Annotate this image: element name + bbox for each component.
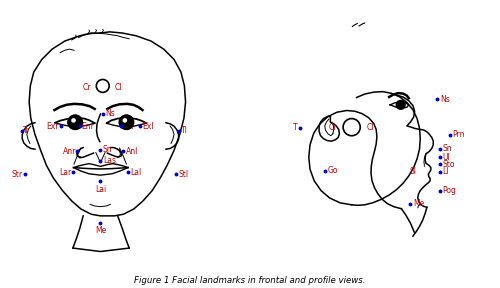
Text: Figure 1 Facial landmarks in frontal and profile views.: Figure 1 Facial landmarks in frontal and… xyxy=(134,276,366,285)
Text: Tl: Tl xyxy=(181,126,188,135)
Text: Cl: Cl xyxy=(114,83,122,92)
Text: Str: Str xyxy=(11,170,22,179)
Text: Ul: Ul xyxy=(442,153,450,162)
Text: Me: Me xyxy=(413,199,424,208)
Text: Lal: Lal xyxy=(130,168,141,177)
Text: Enr: Enr xyxy=(81,122,94,131)
Circle shape xyxy=(123,119,126,122)
Text: Exl: Exl xyxy=(142,122,154,131)
Text: Ll: Ll xyxy=(442,167,449,176)
Text: Stl: Stl xyxy=(178,170,189,179)
Text: Go: Go xyxy=(327,166,338,175)
Text: Me: Me xyxy=(95,226,106,235)
Text: Sto: Sto xyxy=(442,160,455,169)
Text: Tr: Tr xyxy=(24,126,30,135)
Text: Lar: Lar xyxy=(59,168,71,177)
Text: Sl: Sl xyxy=(410,166,416,175)
Text: Sn: Sn xyxy=(442,145,452,154)
Text: Exr: Exr xyxy=(46,122,59,131)
Text: Cl: Cl xyxy=(366,123,374,132)
Circle shape xyxy=(68,115,82,129)
Text: Las: Las xyxy=(103,156,116,165)
Text: Anl: Anl xyxy=(126,147,138,156)
Text: Prn: Prn xyxy=(452,130,464,139)
Text: Cr: Cr xyxy=(328,123,337,132)
Text: T: T xyxy=(293,123,298,132)
Text: Pog: Pog xyxy=(442,186,456,195)
Text: Enl: Enl xyxy=(122,122,134,131)
Text: Cr: Cr xyxy=(83,83,92,92)
Circle shape xyxy=(120,115,134,129)
Text: Ns: Ns xyxy=(105,109,115,118)
Circle shape xyxy=(72,119,75,122)
Text: Sn: Sn xyxy=(103,145,113,154)
Circle shape xyxy=(396,101,405,109)
Text: Ns: Ns xyxy=(440,95,450,104)
Text: Lai: Lai xyxy=(95,185,106,194)
Text: Anr: Anr xyxy=(63,147,76,156)
